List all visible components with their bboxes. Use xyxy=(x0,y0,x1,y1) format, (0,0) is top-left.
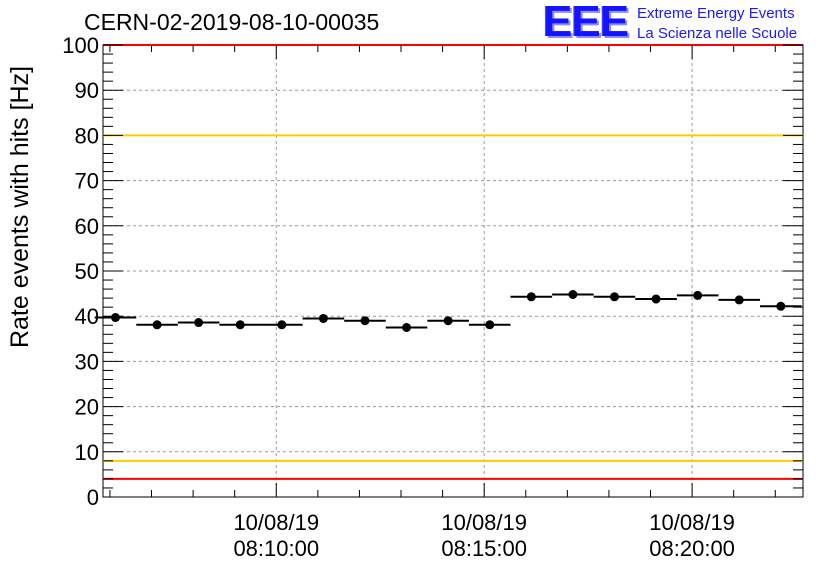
y-tick-label: 20 xyxy=(75,395,99,420)
data-point xyxy=(277,320,287,330)
y-axis-label: Rate events with hits [Hz] xyxy=(6,65,34,349)
data-point xyxy=(110,313,120,323)
y-tick-label: 50 xyxy=(75,259,99,284)
y-tick-labels: 0 10 20 30 40 50 60 70 80 90 100 xyxy=(62,33,99,510)
data-point xyxy=(734,295,744,305)
y-tick-label: 40 xyxy=(75,304,99,329)
y-tick-label: 90 xyxy=(75,78,99,103)
eee-logo: EEE xyxy=(543,0,629,46)
data-point xyxy=(443,316,453,326)
y-tick-label: 10 xyxy=(75,440,99,465)
reference-lines xyxy=(103,44,803,480)
data-point xyxy=(568,290,578,300)
data-point xyxy=(235,320,245,330)
data-point xyxy=(693,290,703,300)
data-point xyxy=(318,313,328,323)
x-tick-label-date: 10/08/19 xyxy=(233,510,319,535)
x-tick-label-time: 08:20:00 xyxy=(649,536,735,561)
x-tick-label-date: 10/08/19 xyxy=(441,510,527,535)
y-tick-label: 30 xyxy=(75,349,99,374)
data-point xyxy=(651,294,661,304)
y-tick-label: 80 xyxy=(75,123,99,148)
y-tick-label: 100 xyxy=(62,33,99,58)
data-point xyxy=(776,301,786,311)
y-tick-label: 0 xyxy=(87,485,99,510)
y-tick-label: 70 xyxy=(75,169,99,194)
x-tick-label-time: 08:15:00 xyxy=(441,536,527,561)
logo-caption-line1: Extreme Energy Events xyxy=(637,5,795,22)
run-title: CERN-02-2019-08-10-00035 xyxy=(84,9,380,35)
data-point xyxy=(526,292,536,302)
data-point xyxy=(152,320,162,330)
data-point xyxy=(609,292,619,302)
data-point xyxy=(402,323,412,332)
y-tick-label: 60 xyxy=(75,214,99,239)
data-point xyxy=(194,318,204,328)
logo-caption-line2: La Scienza nelle Scuole xyxy=(637,25,798,42)
x-tick-label-time: 08:10:00 xyxy=(233,536,319,561)
grid-lines xyxy=(103,45,803,497)
x-tick-labels: 10/08/1908:10:0010/08/1908:15:0010/08/19… xyxy=(233,510,734,561)
data-series xyxy=(94,290,802,332)
x-tick-label-date: 10/08/19 xyxy=(649,510,735,535)
data-point xyxy=(360,316,370,326)
data-point xyxy=(485,320,495,330)
